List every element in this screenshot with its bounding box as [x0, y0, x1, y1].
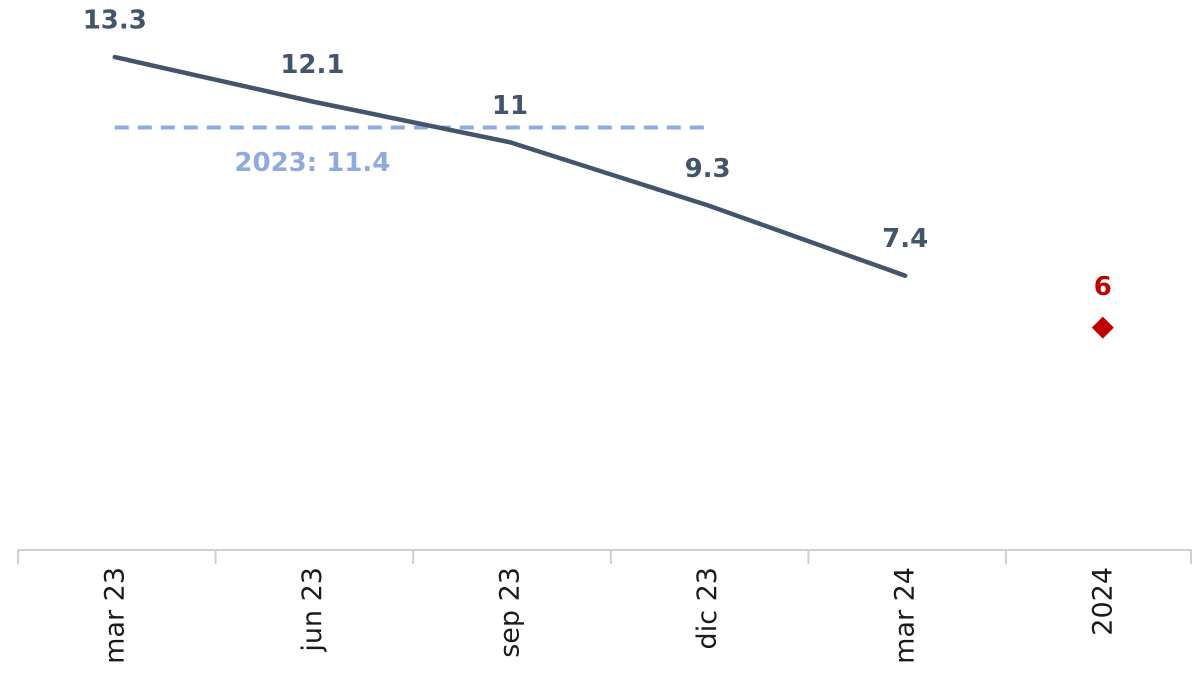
x-tick-label: dic 23 — [692, 567, 723, 649]
data-label: 7.4 — [882, 224, 928, 254]
x-tick-label: jun 23 — [297, 567, 328, 653]
data-label: 12.1 — [280, 50, 344, 80]
data-label: 9.3 — [685, 154, 731, 184]
reference-label: 2023: 11.4 — [234, 148, 390, 178]
data-label: 13.3 — [83, 6, 147, 36]
marker — [1091, 316, 1114, 339]
data-label: 6 — [1094, 272, 1112, 302]
x-tick-label: sep 23 — [495, 567, 526, 658]
x-tick-label: mar 23 — [99, 567, 130, 664]
data-label: 11 — [492, 91, 528, 121]
line — [112, 54, 908, 278]
x-tick-label: mar 24 — [890, 567, 921, 664]
x-tick-label: 2024 — [1087, 567, 1118, 636]
